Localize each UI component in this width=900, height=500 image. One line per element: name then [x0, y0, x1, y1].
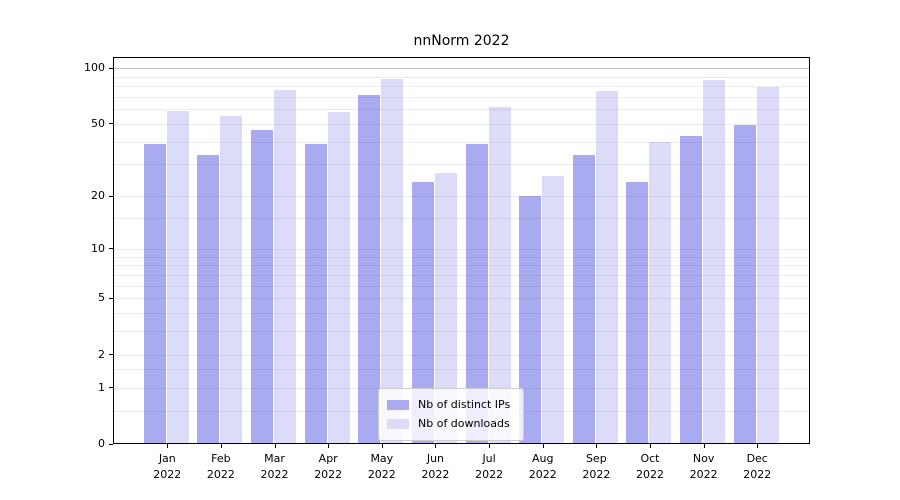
bar-downloads-sep [595, 91, 618, 444]
x-tick-label-sep: Sep 2022 [582, 452, 611, 481]
gridline-8 [113, 265, 810, 267]
x-tick-apr [328, 444, 330, 448]
bar-downloads-mar [274, 90, 297, 444]
y-tick-label-0: 0 [98, 437, 105, 450]
gridline-40 [113, 141, 810, 143]
x-tick-may [381, 444, 383, 448]
x-tick-oct [649, 444, 651, 448]
gridline-70 [113, 96, 810, 98]
x-tick-jan [167, 444, 169, 448]
bar-ips-dec [733, 125, 756, 444]
legend-swatch-downloads [387, 418, 409, 429]
bar-ips-nov [680, 135, 703, 444]
legend-label-distinct-ips: Nb of distinct IPs [418, 398, 511, 411]
gridline-30 [113, 164, 810, 166]
legend-label-downloads: Nb of downloads [418, 417, 510, 430]
x-tick-label-oct: Oct 2022 [635, 452, 664, 481]
legend-swatch-distinct-ips [387, 399, 409, 410]
y-tick-label-20: 20 [91, 189, 105, 203]
x-tick-label-feb: Feb 2022 [206, 452, 235, 481]
y-tick-1 [109, 387, 113, 389]
bar-downloads-aug [542, 175, 565, 444]
y-tick-0 [109, 443, 113, 445]
y-tick-label-10: 10 [91, 241, 105, 255]
x-tick-label-nov: Nov 2022 [689, 452, 718, 481]
legend-item-downloads: Nb of downloads [387, 414, 510, 433]
bar-ips-feb [197, 154, 220, 444]
bar-ips-jun [411, 181, 434, 444]
bar-ips-aug [519, 196, 542, 444]
y-tick-10 [109, 248, 113, 250]
gridline-2 [113, 354, 810, 356]
y-tick-20 [109, 195, 113, 197]
gridline-80 [113, 86, 810, 88]
x-tick-label-mar: Mar 2022 [260, 452, 289, 481]
gridline-1.5 [113, 369, 810, 371]
plot-area: Nb of distinct IPs Nb of downloads [113, 57, 810, 444]
bar-ips-mar [251, 130, 274, 444]
x-tick-label-dec: Dec 2022 [743, 452, 772, 481]
legend-item-distinct-ips: Nb of distinct IPs [387, 395, 510, 414]
gridline-20 [113, 196, 810, 198]
chart-title: nnNorm 2022 [413, 33, 510, 49]
bar-downloads-dec [756, 87, 779, 444]
x-tick-label-jan: Jan 2022 [153, 452, 182, 481]
gridline-7 [113, 274, 810, 276]
y-tick-label-5: 5 [98, 291, 105, 305]
gridline-50 [113, 123, 810, 125]
gridline-90 [113, 76, 810, 78]
x-tick-label-may: May 2022 [367, 452, 396, 481]
x-tick-sep [596, 444, 598, 448]
gridline-10 [113, 248, 810, 250]
y-tick-2 [109, 354, 113, 356]
x-tick-feb [220, 444, 222, 448]
x-tick-aug [542, 444, 544, 448]
x-tick-mar [274, 444, 276, 448]
gridline-3 [113, 331, 810, 333]
y-tick-100 [109, 67, 113, 69]
bar-ips-sep [572, 154, 595, 444]
y-tick-label-100: 100 [84, 61, 105, 75]
bar-downloads-apr [327, 111, 350, 444]
bar-downloads-jan [166, 110, 189, 444]
y-tick-50 [109, 123, 113, 125]
bar-ips-apr [304, 143, 327, 444]
x-tick-label-jun: Jun 2022 [421, 452, 450, 481]
bar-downloads-jun [434, 172, 457, 444]
x-tick-nov [703, 444, 705, 448]
y-tick-label-50: 50 [91, 116, 105, 130]
gridline-100 [113, 68, 810, 70]
bar-ips-may [358, 94, 381, 444]
gridline-15 [113, 218, 810, 220]
bar-downloads-nov [703, 80, 726, 444]
bar-ips-jan [143, 143, 166, 444]
bar-ips-jul [465, 143, 488, 444]
gridline-5 [113, 298, 810, 300]
y-tick-label-1: 1 [98, 380, 105, 394]
y-tick-5 [109, 297, 113, 299]
gridline-6 [113, 285, 810, 287]
bar-downloads-feb [220, 116, 243, 444]
gridline-60 [113, 109, 810, 111]
x-tick-label-jul: Jul 2022 [475, 452, 504, 481]
x-tick-label-apr: Apr 2022 [314, 452, 343, 481]
gridline-4 [113, 312, 810, 314]
x-tick-jul [489, 444, 491, 448]
bar-downloads-may [381, 78, 404, 444]
legend: Nb of distinct IPs Nb of downloads [378, 388, 525, 441]
bar-ips-oct [626, 181, 649, 444]
x-tick-jun [435, 444, 437, 448]
y-tick-label-2: 2 [98, 347, 105, 361]
bar-downloads-jul [488, 106, 511, 444]
bar-downloads-oct [649, 141, 672, 444]
gridline-9 [113, 256, 810, 258]
x-tick-label-aug: Aug 2022 [528, 452, 557, 481]
x-tick-dec [757, 444, 759, 448]
